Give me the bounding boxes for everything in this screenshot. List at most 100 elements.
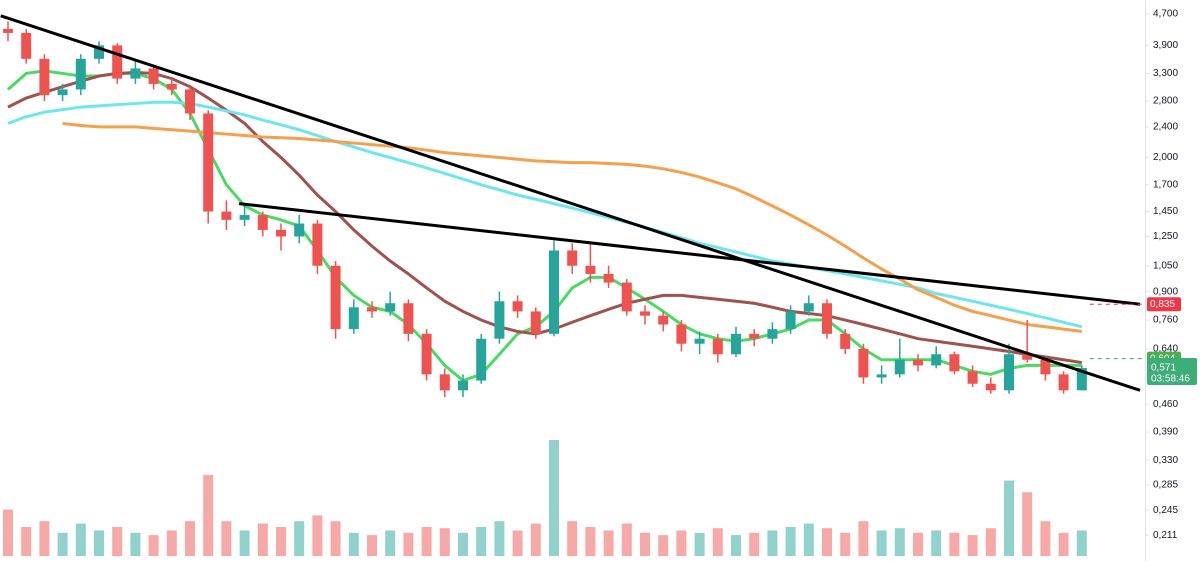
y-tick-label: 0,330 bbox=[1153, 455, 1178, 466]
volume-bar bbox=[1040, 521, 1051, 556]
volume-bar bbox=[913, 532, 923, 556]
volume-bar bbox=[949, 532, 960, 556]
candle-body bbox=[39, 58, 50, 96]
volume-bar bbox=[803, 523, 814, 556]
candle-body bbox=[931, 354, 942, 366]
candle-body bbox=[1004, 354, 1014, 391]
volume-bar bbox=[75, 523, 86, 556]
volume-bar bbox=[257, 523, 268, 556]
y-tick-label: 3,300 bbox=[1153, 68, 1178, 79]
volume-bar bbox=[148, 535, 159, 556]
candle-body bbox=[312, 223, 323, 266]
volume-bar bbox=[658, 535, 669, 556]
y-tick-label: 1,050 bbox=[1153, 260, 1178, 271]
candle-body bbox=[75, 58, 86, 90]
candle-body bbox=[876, 374, 887, 378]
candle-body bbox=[276, 229, 286, 237]
trendline bbox=[0, 14, 1141, 392]
volume-bar bbox=[130, 532, 141, 556]
candle-body bbox=[330, 265, 341, 330]
volume-bar bbox=[385, 530, 396, 556]
volume-bar bbox=[439, 528, 450, 556]
volume-bar bbox=[567, 521, 578, 556]
y-tick-label: 0,460 bbox=[1153, 399, 1178, 410]
moving-average-line bbox=[7, 70, 1083, 365]
candle-body bbox=[257, 215, 268, 230]
trendline bbox=[238, 202, 1141, 306]
candle-body bbox=[148, 68, 159, 84]
candle-body bbox=[21, 32, 32, 59]
volume-bar bbox=[421, 527, 432, 556]
candle-body bbox=[530, 311, 541, 334]
volume-bar bbox=[1022, 492, 1033, 556]
volume-bar bbox=[640, 532, 650, 556]
volume-bar bbox=[239, 530, 250, 556]
candle-body bbox=[185, 89, 195, 114]
candle-body bbox=[403, 303, 414, 334]
candle-body bbox=[294, 223, 305, 237]
y-tick-label: 0,211 bbox=[1153, 530, 1178, 541]
candle-body bbox=[203, 113, 214, 212]
candle-body bbox=[676, 324, 687, 344]
candle-body bbox=[112, 45, 123, 79]
volume-bar bbox=[894, 528, 905, 556]
candle-body bbox=[1040, 359, 1051, 375]
y-tick-label: 2,800 bbox=[1153, 96, 1178, 107]
candle-body bbox=[239, 215, 250, 220]
volume-bar bbox=[494, 521, 505, 556]
volume-bar bbox=[476, 527, 487, 556]
candle-body bbox=[166, 83, 177, 90]
candle-body bbox=[221, 211, 232, 220]
y-tick-label: 0,900 bbox=[1153, 286, 1178, 297]
candle-body bbox=[567, 250, 578, 266]
y-tick-label: 2,000 bbox=[1153, 152, 1178, 163]
candle-body bbox=[1022, 354, 1033, 360]
candle-body bbox=[476, 338, 487, 381]
candle-body bbox=[621, 282, 632, 312]
candle-body bbox=[94, 45, 104, 59]
candle-body bbox=[840, 333, 851, 349]
y-tick-label: 0,285 bbox=[1153, 479, 1178, 490]
candle-body bbox=[348, 307, 359, 330]
volume-bar bbox=[694, 532, 705, 556]
volume-bar bbox=[985, 528, 996, 556]
volume-bar bbox=[312, 515, 323, 556]
volume-bar bbox=[94, 530, 104, 556]
candle-body bbox=[749, 333, 760, 339]
volume-bar bbox=[1058, 532, 1069, 556]
volume-bar bbox=[603, 530, 614, 556]
candle-body bbox=[694, 338, 705, 344]
volume-bar bbox=[166, 530, 177, 556]
volume-bar bbox=[112, 527, 123, 556]
y-tick-label: 3,900 bbox=[1153, 40, 1178, 51]
candle-body bbox=[458, 380, 468, 391]
volume-bar bbox=[585, 527, 596, 556]
y-tick-label: 2,400 bbox=[1153, 122, 1178, 133]
volume-bar bbox=[57, 532, 68, 556]
candle-body bbox=[421, 333, 432, 375]
price-badge-label: 0,571 bbox=[1151, 363, 1176, 374]
volume-bar bbox=[367, 535, 377, 556]
y-tick-label: 1,250 bbox=[1153, 231, 1178, 242]
volume-bar bbox=[530, 523, 541, 556]
y-tick-label: 0,760 bbox=[1153, 315, 1178, 326]
candle-body bbox=[803, 303, 814, 312]
y-tick-label: 1,450 bbox=[1153, 206, 1178, 217]
candle-body bbox=[494, 301, 505, 339]
price-badge-label: 0,835 bbox=[1150, 299, 1175, 310]
moving-average-line bbox=[62, 121, 1082, 333]
candle-body bbox=[712, 338, 723, 355]
candle-body bbox=[894, 359, 905, 375]
volume-bar bbox=[767, 530, 778, 556]
volume-bar bbox=[39, 521, 50, 556]
volume-bar bbox=[348, 532, 359, 556]
volume-bar bbox=[840, 532, 851, 556]
candle-body bbox=[985, 383, 996, 391]
volume-bar bbox=[967, 535, 978, 556]
candle-body bbox=[1076, 368, 1087, 391]
candle-body bbox=[658, 315, 669, 325]
volume-bar bbox=[876, 530, 887, 556]
candle-body bbox=[512, 301, 523, 312]
volume-bar bbox=[676, 530, 687, 556]
